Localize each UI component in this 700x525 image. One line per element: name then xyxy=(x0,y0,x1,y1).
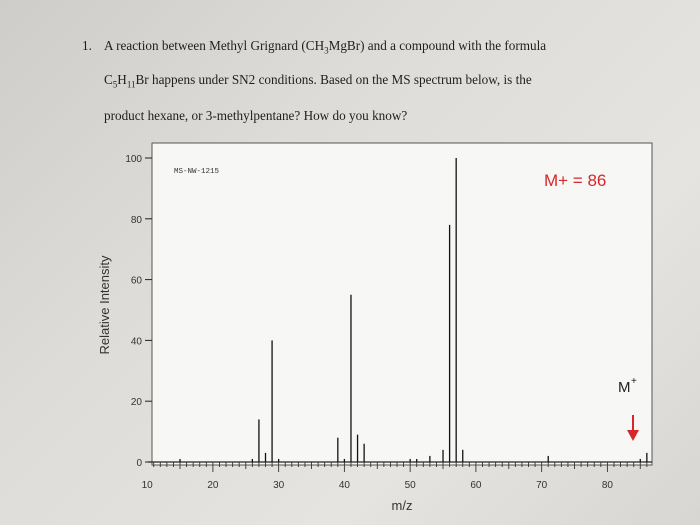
x-tick-label: 30 xyxy=(273,480,285,491)
x-tick-label: 40 xyxy=(339,480,351,491)
plot-frame xyxy=(148,142,653,466)
x-tick-label: 10 xyxy=(142,480,154,491)
spectrum-peaks xyxy=(179,158,648,462)
y-tick-label: 100 xyxy=(125,154,142,165)
question-line-1: A reaction between Methyl Grignard (CH3M… xyxy=(104,38,547,56)
y-tick-label: 60 xyxy=(131,276,143,287)
molecular-ion-marker: M xyxy=(618,379,631,396)
molecular-ion-note: M+ = 86 xyxy=(544,171,606,190)
y-tick-label: 0 xyxy=(136,458,142,469)
axis-ticks: 0 20 40 60 80 100 10 20 30 40 50 60 70 80 xyxy=(125,154,648,491)
y-tick-label: 20 xyxy=(131,397,143,408)
question-line-3: product hexane, or 3-methylpentane? How … xyxy=(104,108,408,123)
molecular-ion-marker-sup: + xyxy=(631,376,637,387)
y-tick-label: 80 xyxy=(131,215,143,226)
question-line-2: C5H11Br happens under SN2 conditions. Ba… xyxy=(104,72,532,90)
x-tick-label: 20 xyxy=(207,480,219,491)
y-tick-label: 40 xyxy=(131,336,143,347)
x-tick-label: 70 xyxy=(536,480,548,491)
x-tick-label: 60 xyxy=(470,480,482,491)
x-axis-label: m/z xyxy=(392,498,413,513)
annotations: M+ = 86 M + xyxy=(544,171,639,441)
x-tick-label: 80 xyxy=(602,480,614,491)
question-number: 1. xyxy=(82,38,92,53)
y-axis-label: Relative Intensity xyxy=(97,255,112,354)
spectrum-id-label: MS-NW-1215 xyxy=(174,168,220,176)
axis-labels: m/z Relative Intensity MS-NW-1215 xyxy=(97,168,412,513)
arrow-head-icon xyxy=(627,430,639,441)
x-tick-label: 50 xyxy=(405,480,417,491)
plot-area xyxy=(151,142,653,466)
